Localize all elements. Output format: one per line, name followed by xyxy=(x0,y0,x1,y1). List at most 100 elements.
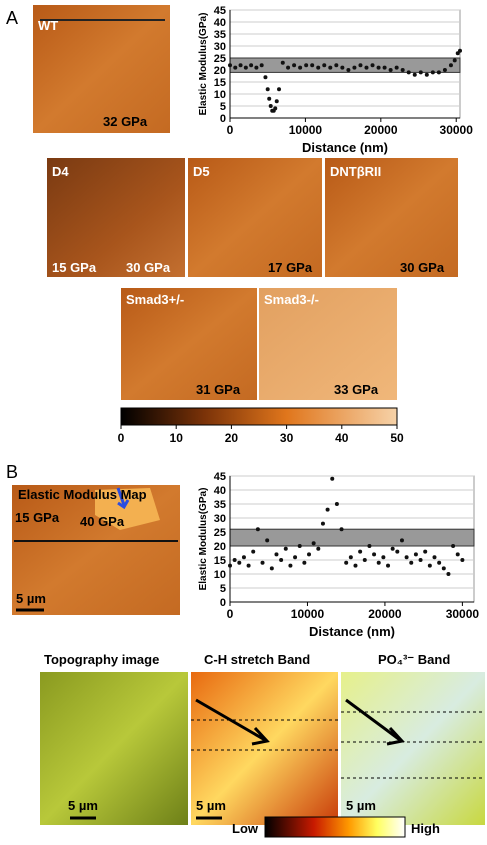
data-point xyxy=(352,65,357,70)
image-annotation: 33 GPa xyxy=(334,382,379,397)
data-point xyxy=(441,566,446,571)
data-point xyxy=(280,60,285,65)
y-tick-label: 20 xyxy=(214,65,226,77)
data-point xyxy=(399,538,404,543)
data-point xyxy=(325,507,330,512)
image-title: PO₄³⁻ Band xyxy=(378,652,450,667)
data-point xyxy=(460,558,465,562)
image-annotation: 15 GPa xyxy=(52,260,97,275)
data-point xyxy=(316,65,321,70)
data-point xyxy=(400,68,405,72)
data-point xyxy=(340,65,345,70)
data-point xyxy=(233,65,238,70)
data-point xyxy=(348,555,353,560)
afm-image xyxy=(33,5,170,133)
data-point xyxy=(370,63,375,68)
data-point xyxy=(265,538,270,543)
data-point xyxy=(413,552,418,557)
colorbar-tick-label: 40 xyxy=(335,431,349,445)
data-point xyxy=(388,68,393,72)
data-point xyxy=(330,476,335,481)
image-label: DNTβRII xyxy=(330,164,381,179)
y-tick-label: 25 xyxy=(214,527,226,539)
data-point xyxy=(409,560,414,565)
data-point xyxy=(251,549,256,554)
data-point xyxy=(269,566,274,571)
y-tick-label: 10 xyxy=(214,569,226,581)
data-point xyxy=(283,546,288,551)
scale-label: 5 µm xyxy=(346,798,376,813)
data-point xyxy=(427,563,432,568)
image-annotation: 32 GPa xyxy=(103,114,148,129)
data-point xyxy=(406,70,411,75)
data-point xyxy=(286,65,291,70)
y-tick-label: 5 xyxy=(220,583,226,595)
y-tick-label: 0 xyxy=(220,113,226,125)
data-point xyxy=(243,65,248,70)
data-point xyxy=(298,65,303,70)
data-point xyxy=(237,560,242,565)
map-annotation: 40 GPa xyxy=(80,514,125,529)
colorbar-tick-label: 20 xyxy=(225,431,239,445)
x-tick-label: 10000 xyxy=(289,123,323,137)
colorbar-tick-label: 0 xyxy=(118,431,125,445)
afm-image xyxy=(259,288,397,400)
data-point xyxy=(372,552,377,557)
data-point xyxy=(316,546,321,551)
data-point xyxy=(339,527,344,532)
data-point xyxy=(279,558,284,562)
y-tick-label: 30 xyxy=(214,41,226,53)
data-point xyxy=(334,502,339,506)
data-point xyxy=(412,72,417,77)
y-tick-label: 40 xyxy=(214,17,226,29)
data-point xyxy=(358,549,363,554)
x-tick-label: 20000 xyxy=(364,123,398,137)
data-point xyxy=(455,552,460,557)
data-point xyxy=(458,48,462,53)
data-point xyxy=(311,541,316,546)
data-point xyxy=(436,70,441,75)
spectral-image xyxy=(341,672,485,825)
data-point xyxy=(265,87,270,92)
data-point xyxy=(267,96,272,101)
y-axis-label: Elastic Modulus(GPa) xyxy=(198,13,209,116)
data-point xyxy=(382,65,387,70)
x-tick-label: 20000 xyxy=(368,607,402,621)
data-point xyxy=(297,544,302,548)
data-point xyxy=(424,72,429,77)
y-tick-label: 10 xyxy=(214,89,226,101)
x-tick-label: 0 xyxy=(227,607,234,621)
panel-label: B xyxy=(6,462,18,482)
y-axis-label: Elastic Modulus(GPa) xyxy=(198,488,209,591)
data-point xyxy=(358,63,363,68)
y-tick-label: 30 xyxy=(214,513,226,525)
data-point xyxy=(451,544,456,548)
map-annotation: 15 GPa xyxy=(15,510,60,525)
reference-band xyxy=(229,528,475,547)
data-point xyxy=(432,555,437,560)
y-tick-label: 15 xyxy=(214,77,226,89)
colorbar-tick-label: 50 xyxy=(390,431,404,445)
data-point xyxy=(238,63,243,68)
image-annotation: 30 GPa xyxy=(126,260,171,275)
image-title: C-H stretch Band xyxy=(204,652,310,667)
data-point xyxy=(376,65,381,70)
data-point xyxy=(390,546,395,551)
dashed-lines xyxy=(191,711,485,779)
y-tick-label: 25 xyxy=(214,53,226,65)
data-point xyxy=(320,521,325,526)
data-point xyxy=(386,563,391,568)
data-point xyxy=(228,63,232,68)
data-point xyxy=(259,63,264,68)
data-point xyxy=(292,63,297,68)
colorbar-tick-label: 30 xyxy=(280,431,294,445)
image-annotation: 17 GPa xyxy=(268,260,313,275)
data-point xyxy=(353,563,358,568)
scale-label: 5 µm xyxy=(68,798,98,813)
data-point xyxy=(367,544,372,548)
data-point xyxy=(328,65,333,70)
scale-label: 5 µm xyxy=(196,798,226,813)
data-point xyxy=(254,65,259,70)
y-tick-label: 0 xyxy=(220,597,226,609)
data-point xyxy=(255,527,260,532)
